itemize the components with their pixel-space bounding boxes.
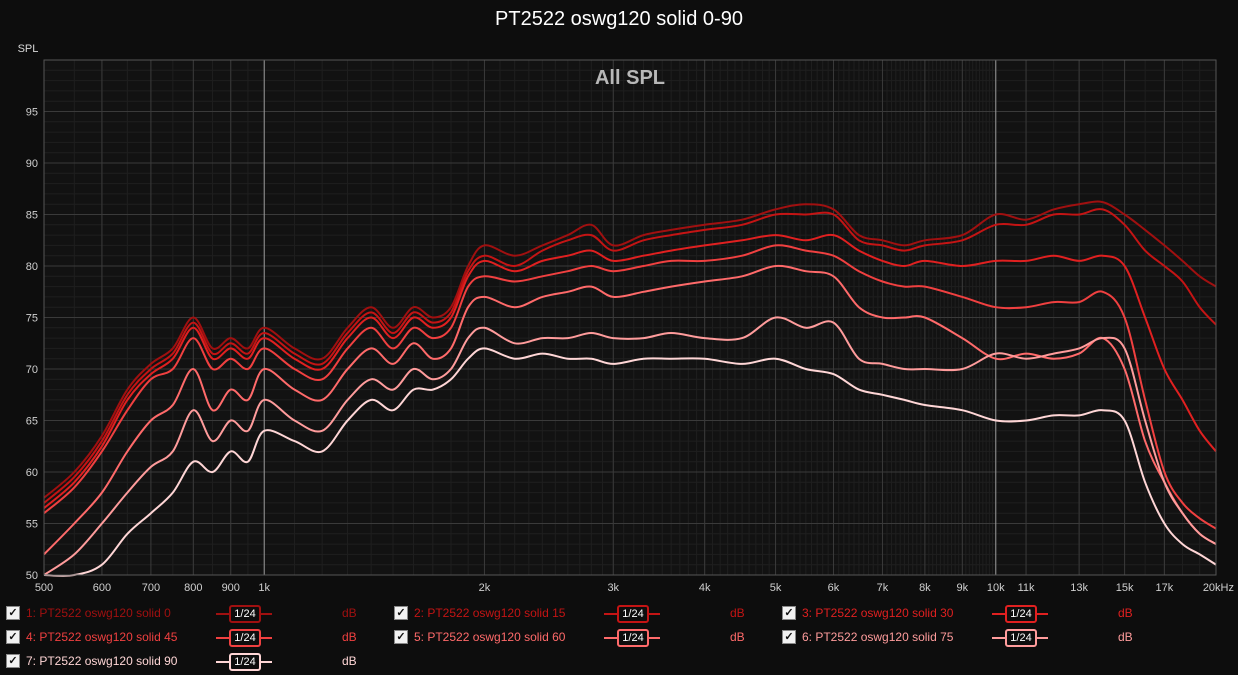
x-tick-label: 9k (956, 582, 968, 594)
x-tick-label: 10k (987, 582, 1005, 594)
legend-label: 3: PT2522 oswg120 solid 30 (802, 606, 954, 620)
x-tick-label: 3k (607, 582, 619, 594)
legend-item: ✓ 3: PT2522 oswg120 solid 30 1/24 dB (782, 602, 1133, 624)
smoothing-selector[interactable]: 1/24 (216, 629, 272, 647)
legend-unit: dB (730, 630, 745, 644)
plot-frame (43, 59, 1217, 576)
legend-unit: dB (342, 606, 357, 620)
smoothing-label: 1/24 (229, 629, 261, 647)
series-lines (43, 200, 1217, 577)
legend-item: ✓ 1: PT2522 oswg120 solid 0 1/24 dB (6, 602, 357, 624)
legend-checkbox[interactable]: ✓ (394, 606, 408, 620)
y-tick-label: 85 (26, 210, 38, 222)
x-tick-label: 8k (919, 582, 931, 594)
legend-checkbox[interactable]: ✓ (6, 654, 20, 668)
smoothing-label: 1/24 (229, 605, 261, 623)
chart-title: PT2522 oswg120 solid 0-90 (495, 8, 743, 30)
legend-item: ✓ 4: PT2522 oswg120 solid 45 1/24 dB (6, 626, 357, 648)
legend-checkbox[interactable]: ✓ (782, 630, 796, 644)
smoothing-selector[interactable]: 1/24 (216, 605, 272, 623)
smoothing-label: 1/24 (229, 653, 261, 671)
y-tick-label: 90 (26, 158, 38, 170)
x-tick-label: 11k (1018, 582, 1035, 594)
x-tick-label: 700 (142, 582, 160, 594)
series-line-7 (43, 347, 1217, 577)
legend-unit: dB (342, 654, 357, 668)
x-tick-label: 2k (479, 582, 491, 594)
series-line-6 (43, 316, 1217, 576)
legend-label: 2: PT2522 oswg120 solid 15 (414, 606, 566, 620)
y-tick-label: 50 (26, 570, 38, 582)
x-tick-label: 5k (770, 582, 782, 594)
smoothing-selector[interactable]: 1/24 (604, 605, 660, 623)
legend-item: ✓ 6: PT2522 oswg120 solid 75 1/24 dB (782, 626, 1133, 648)
smoothing-selector[interactable]: 1/24 (992, 605, 1048, 623)
series-line-1 (43, 200, 1217, 499)
series-line-4 (43, 244, 1217, 530)
x-tick-label: 7k (877, 582, 889, 594)
x-tick-label: 500 (35, 582, 53, 594)
x-tick-label: 20kHz (1203, 582, 1234, 594)
y-tick-label: 80 (26, 261, 38, 273)
smoothing-selector[interactable]: 1/24 (216, 653, 272, 671)
legend-item: ✓ 5: PT2522 oswg120 solid 60 1/24 dB (394, 626, 745, 648)
smoothing-label: 1/24 (1005, 629, 1037, 647)
series-line-3 (43, 233, 1217, 509)
smoothing-label: 1/24 (617, 605, 649, 623)
x-tick-label: 15k (1116, 582, 1134, 594)
x-tick-label: 6k (828, 582, 840, 594)
legend-checkbox[interactable]: ✓ (394, 630, 408, 644)
x-tick-label: 1k (258, 582, 270, 594)
legend-unit: dB (730, 606, 745, 620)
legend-unit: dB (1118, 630, 1133, 644)
x-tick-label: 4k (699, 582, 711, 594)
y-tick-label: 55 (26, 519, 38, 531)
series-line-2 (43, 208, 1217, 504)
y-tick-label: 95 (26, 107, 38, 119)
x-tick-label: 600 (93, 582, 111, 594)
spl-chart[interactable]: SPL All SPL 50 55 60 65 70 75 80 85 90 95 500 600 7… (0, 0, 1238, 600)
legend-label: 1: PT2522 oswg120 solid 0 (26, 606, 171, 620)
legend-unit: dB (1118, 606, 1133, 620)
smoothing-label: 1/24 (617, 629, 649, 647)
smoothing-selector[interactable]: 1/24 (992, 629, 1048, 647)
x-tick-label: 800 (184, 582, 202, 594)
x-tick-labels: 500 600 700 800 900 1k 2k 3k 4k 5k 6k 7k 8k 9k 10k 11k 1… (35, 582, 1234, 594)
legend-item: ✓ 2: PT2522 oswg120 solid 15 1/24 dB (394, 602, 745, 624)
legend-label: 7: PT2522 oswg120 solid 90 (26, 654, 178, 668)
plot-inner-title: All SPL (595, 67, 665, 89)
smoothing-label: 1/24 (1005, 605, 1037, 623)
y-axis-label: SPL (18, 43, 39, 55)
legend-checkbox[interactable]: ✓ (6, 630, 20, 644)
legend: ✓ 1: PT2522 oswg120 solid 0 1/24 dB ✓ 2: PT25… (0, 600, 1238, 675)
y-tick-label: 70 (26, 364, 38, 376)
y-tick-labels: 50 55 60 65 70 75 80 85 90 95 (26, 107, 38, 583)
legend-label: 5: PT2522 oswg120 solid 60 (414, 630, 566, 644)
smoothing-selector[interactable]: 1/24 (604, 629, 660, 647)
series-line-5 (43, 264, 1217, 556)
y-tick-label: 65 (26, 416, 38, 428)
x-tick-label: 13k (1070, 582, 1088, 594)
legend-checkbox[interactable]: ✓ (6, 606, 20, 620)
legend-checkbox[interactable]: ✓ (782, 606, 796, 620)
x-tick-label: 900 (222, 582, 240, 594)
legend-unit: dB (342, 630, 357, 644)
y-tick-label: 60 (26, 467, 38, 479)
x-tick-label: 17k (1155, 582, 1173, 594)
y-tick-label: 75 (26, 313, 38, 325)
legend-label: 4: PT2522 oswg120 solid 45 (26, 630, 178, 644)
legend-label: 6: PT2522 oswg120 solid 75 (802, 630, 954, 644)
legend-item: ✓ 7: PT2522 oswg120 solid 90 1/24 dB (6, 650, 357, 672)
